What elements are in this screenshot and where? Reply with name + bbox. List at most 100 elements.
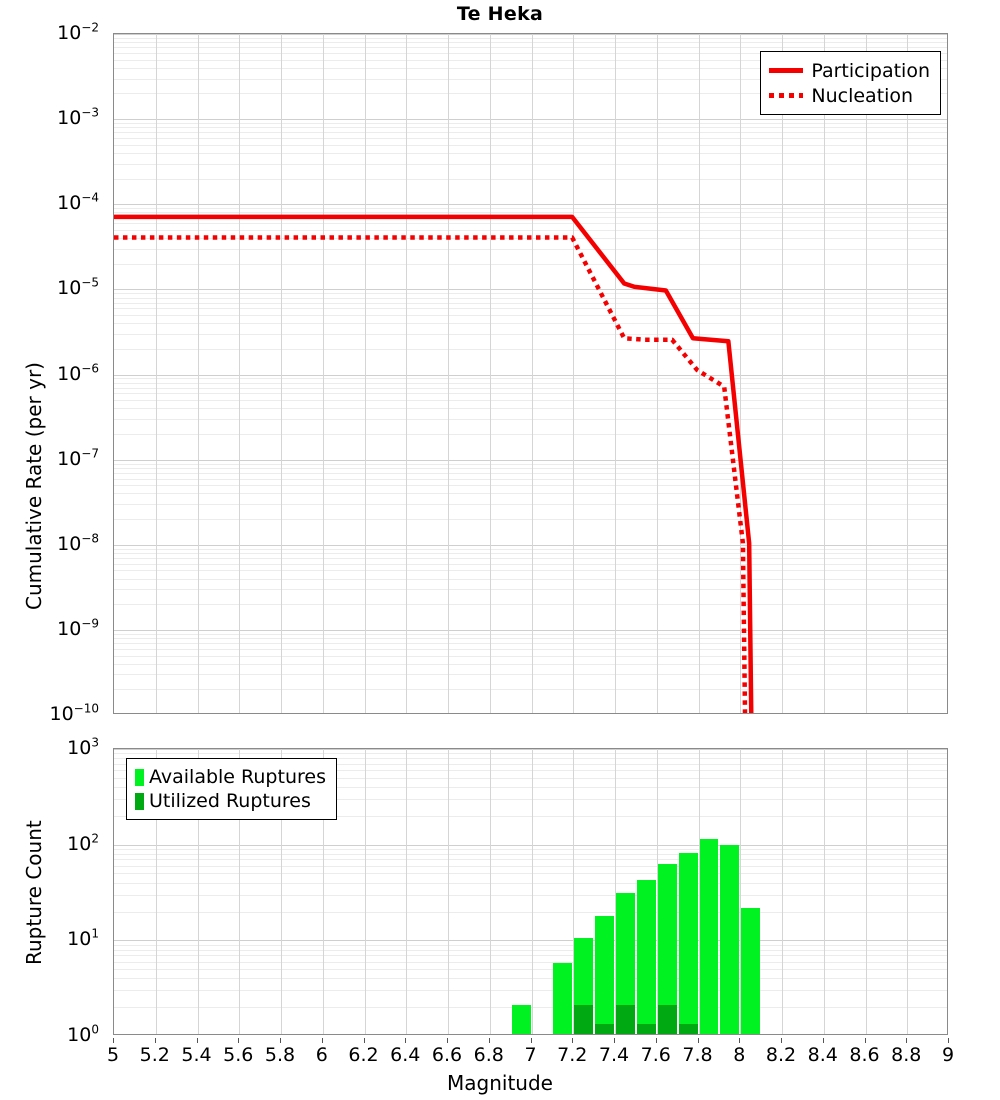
gridline-minor — [114, 519, 947, 521]
gridline-minor — [114, 302, 947, 304]
x-tick-label: 7.2 — [557, 1044, 588, 1066]
gridline-vertical — [281, 34, 282, 713]
gridline-minor — [114, 387, 947, 389]
gridline-minor — [114, 123, 947, 125]
gridline-minor — [114, 308, 947, 310]
gridline-vertical — [573, 749, 575, 1034]
x-tick-mark — [822, 1038, 824, 1043]
gridline-minor — [114, 655, 947, 657]
gridline-minor — [114, 990, 947, 992]
y-tick-label: 10−9 — [57, 616, 99, 640]
gridline-vertical — [656, 34, 658, 713]
gridline-minor — [114, 333, 947, 335]
legend-item[interactable]: Available Ruptures — [135, 765, 326, 789]
gridline-minor — [114, 348, 947, 350]
gridline-vertical — [531, 749, 533, 1034]
gridline-major — [114, 204, 947, 206]
gridline-minor — [114, 472, 947, 474]
y-tick-label: 10−2 — [57, 20, 99, 44]
gridline-minor — [114, 382, 947, 384]
gridline-minor — [114, 849, 947, 851]
gridline-vertical — [155, 34, 157, 713]
legend-item-label: Participation — [811, 59, 930, 82]
y-axis-ticks-top: 10−2 10−3 10−4 10−5 10−6 10−7 10−8 10−9 10−10 — [0, 22, 107, 725]
bar-utilized — [636, 1024, 656, 1034]
gridline-minor — [114, 578, 947, 580]
plot-grid-bottom — [114, 749, 947, 1034]
gridline-minor — [114, 132, 947, 134]
legend-bottom: Available Ruptures Utilized Ruptures — [126, 758, 337, 820]
gridline-minor — [114, 758, 947, 760]
x-tick-label: 5.4 — [181, 1044, 212, 1066]
gridline-minor — [114, 152, 947, 154]
gridline-minor — [114, 37, 947, 39]
gridline-minor — [114, 815, 947, 817]
gridline-vertical — [823, 749, 825, 1034]
gridline-minor — [114, 178, 947, 180]
x-tick-mark — [572, 1038, 574, 1043]
gridline-vertical — [698, 749, 700, 1034]
legend-item-label: Nucleation — [811, 84, 914, 107]
y-tick-label: 10−3 — [57, 105, 99, 130]
gridline-vertical — [698, 34, 700, 713]
x-tick-mark — [488, 1038, 490, 1043]
bar-available — [678, 853, 698, 1034]
gridline-minor — [114, 777, 947, 779]
gridline-minor — [114, 248, 947, 250]
color-swatch-icon — [135, 792, 144, 810]
bar-available — [699, 838, 719, 1034]
series-line-participation — [114, 214, 754, 713]
bar-utilized — [657, 1005, 677, 1034]
legend-item[interactable]: Participation — [769, 58, 930, 83]
x-tick-mark — [238, 1038, 240, 1043]
x-tick-mark — [154, 1038, 156, 1043]
x-tick-label: 8.2 — [765, 1044, 797, 1066]
gridline-minor — [114, 787, 947, 789]
bar-available — [657, 863, 677, 1034]
x-axis-label: Magnitude — [447, 1071, 553, 1095]
gridline-minor — [114, 223, 947, 225]
gridline-minor — [114, 799, 947, 801]
gridline-vertical — [907, 34, 909, 713]
gridline-vertical — [406, 34, 408, 713]
gridline-minor — [114, 378, 947, 380]
x-tick-label: 9 — [941, 1044, 955, 1066]
gridline-minor — [114, 163, 947, 165]
gridline-major — [114, 119, 947, 121]
x-tick-mark — [948, 1038, 949, 1043]
color-swatch-icon — [135, 768, 144, 786]
gridline-vertical — [489, 34, 491, 713]
gridline-vertical — [239, 34, 241, 713]
x-tick-label: 6.4 — [390, 1044, 421, 1066]
gridline-minor — [114, 67, 947, 69]
gridline-vertical — [740, 749, 742, 1034]
gridline-minor — [114, 557, 947, 559]
gridline-minor — [114, 59, 947, 61]
gridline-vertical — [322, 749, 324, 1034]
y-tick-label: 103 — [67, 735, 99, 759]
gridline-vertical — [489, 749, 491, 1034]
dotted-line-icon — [769, 93, 804, 98]
gridline-minor — [114, 969, 947, 971]
solid-line-icon — [769, 68, 804, 73]
gridline-minor — [114, 859, 947, 861]
gridline-major — [114, 289, 947, 291]
gridline-minor — [114, 78, 947, 80]
gridline-minor — [114, 955, 947, 957]
gridline-vertical — [448, 34, 449, 713]
bar-available — [720, 844, 740, 1034]
gridline-minor — [114, 589, 947, 591]
gridline-minor — [114, 478, 947, 480]
series-line-nucleation — [114, 235, 748, 713]
gridline-minor — [114, 911, 947, 913]
x-tick-mark — [655, 1038, 657, 1043]
x-tick-mark — [697, 1038, 699, 1043]
y-tick-label: 10−7 — [57, 446, 99, 470]
gridline-minor — [114, 873, 947, 875]
legend-item[interactable]: Nucleation — [769, 83, 930, 108]
gridline-vertical — [406, 749, 408, 1034]
rupture-count-plot: Available Ruptures Utilized Ruptures — [113, 748, 948, 1035]
legend-item[interactable]: Utilized Ruptures — [135, 789, 326, 813]
x-tick-label: 5.6 — [223, 1044, 254, 1066]
mfd-curves — [114, 214, 754, 713]
